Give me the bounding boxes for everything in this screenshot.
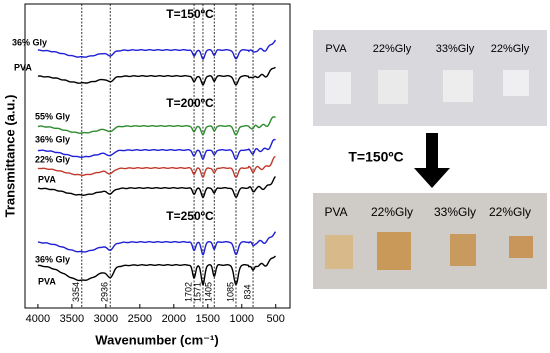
- spectrum: [37, 255, 276, 286]
- peak-label: 1085: [225, 282, 235, 302]
- sample: [509, 236, 533, 258]
- x-tick-label: 2000: [162, 313, 186, 325]
- photo-label: 33%Gly: [434, 205, 476, 219]
- x-tick-label: 500: [267, 313, 285, 325]
- sample: [443, 70, 473, 102]
- peak-label: 1702: [183, 282, 193, 302]
- sample: [325, 72, 351, 104]
- spectrum: [37, 176, 276, 198]
- series-label: 22% Gly: [35, 154, 70, 164]
- x-tick-label: 1000: [230, 313, 254, 325]
- x-tick-label: 2500: [128, 313, 152, 325]
- panel-title: T=250ºC: [166, 209, 214, 223]
- series-label: PVA: [38, 276, 56, 286]
- x-tick-label: 1500: [196, 313, 220, 325]
- photo-label: PVA: [325, 43, 347, 55]
- panel-title: T=200ºC: [166, 96, 214, 110]
- peak-label: 1405: [204, 282, 214, 302]
- sample: [450, 234, 476, 266]
- photo-label: 22%Gly: [371, 205, 413, 219]
- photo-label: 22%Gly: [373, 43, 412, 55]
- spectrum: [37, 138, 276, 161]
- series-label: PVA: [38, 174, 56, 184]
- sample: [503, 70, 529, 96]
- sample: [378, 70, 408, 104]
- spectrum: [37, 116, 276, 136]
- peak-label: 2936: [100, 282, 110, 302]
- spectrum: [37, 231, 277, 256]
- y-axis-label: Transmittance (a.u.): [2, 95, 17, 218]
- x-axis-label: Wavenumber (cm⁻¹): [95, 332, 218, 347]
- x-tick-label: 3000: [94, 313, 118, 325]
- panel-title: T=150ºC: [166, 7, 214, 21]
- series-label: 36% Gly: [12, 37, 47, 47]
- series-label: 36% Gly: [35, 254, 70, 264]
- series-label: 36% Gly: [35, 134, 70, 144]
- arrow-shaft: [426, 133, 438, 169]
- spectrum: [37, 155, 276, 178]
- photo-label: 22%Gly: [491, 43, 530, 55]
- sample: [377, 232, 411, 270]
- photo-label: 33%Gly: [436, 43, 475, 55]
- spectrum: [37, 66, 276, 86]
- arrow-head: [414, 168, 450, 188]
- series-label: PVA: [14, 62, 32, 72]
- sample: [325, 235, 353, 269]
- x-tick-label: 4000: [26, 313, 50, 325]
- plot-frame: [24, 3, 291, 309]
- spectrum: [37, 39, 277, 60]
- peak-label: 834: [242, 284, 252, 299]
- condition: T=150ºC: [348, 149, 403, 165]
- photo-label: 22%Gly: [489, 205, 531, 219]
- series-label: 55% Gly: [35, 111, 70, 121]
- photo-label: PVA: [324, 205, 347, 219]
- peak-label: 3354: [71, 282, 81, 302]
- peak-label: 1571: [192, 282, 202, 302]
- x-tick-label: 3500: [60, 313, 84, 325]
